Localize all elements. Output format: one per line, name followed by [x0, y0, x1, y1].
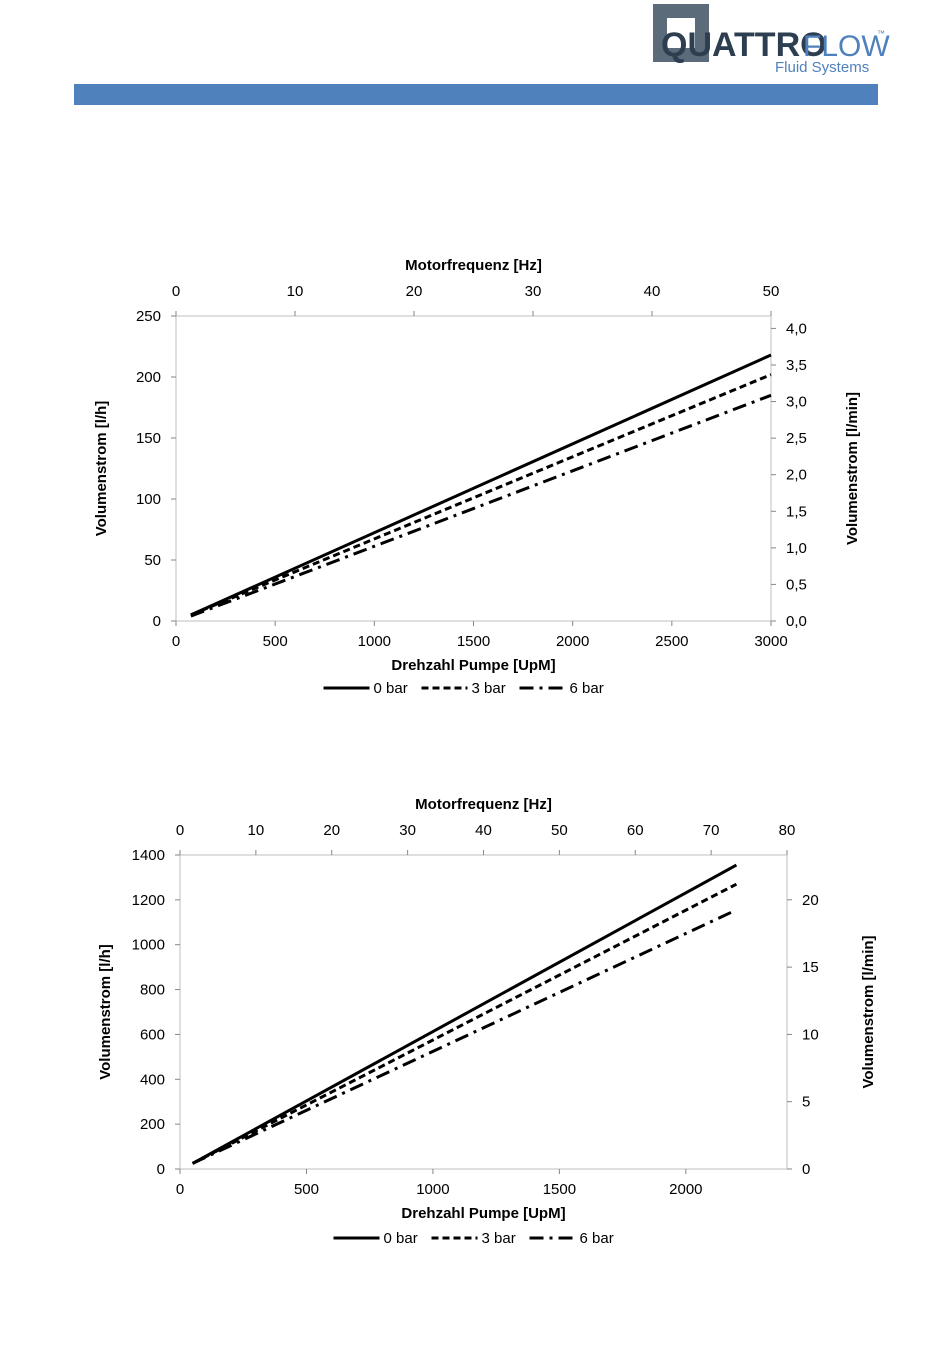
- y2-tick-label: 4,0: [786, 320, 807, 337]
- y2-tick-label: 3,0: [786, 394, 807, 411]
- x-top-tick-label: 40: [475, 822, 492, 839]
- x-top-tick-label: 10: [287, 283, 304, 300]
- y-tick-label: 100: [136, 491, 161, 508]
- x-tick-label: 2000: [556, 633, 589, 650]
- legend-label-1: 0 bar: [374, 680, 408, 697]
- y2-tick-label: 1,5: [786, 503, 807, 520]
- y2-tick-label: 2,5: [786, 430, 807, 447]
- x-axis-title: Drehzahl Pumpe [UpM]: [401, 1205, 565, 1222]
- y2-tick-label: 5: [802, 1094, 810, 1111]
- y2-tick-label: 10: [802, 1026, 819, 1043]
- x-tick-label: 500: [263, 633, 288, 650]
- x-top-axis-title: Motorfrequenz [Hz]: [405, 257, 542, 274]
- x-tick-label: 3000: [754, 633, 787, 650]
- y2-tick-label: 2,0: [786, 467, 807, 484]
- series-line-3: [191, 908, 738, 1165]
- logo-graphic: QUATTRO FLOW ™ Fluid Systems: [653, 4, 890, 76]
- y-tick-label: 800: [140, 982, 165, 999]
- x-top-tick-label: 60: [627, 822, 644, 839]
- logo-trademark: ™: [877, 29, 885, 38]
- x-top-axis-title: Motorfrequenz [Hz]: [415, 796, 552, 813]
- y2-axis-title: Volumenstrom [l/min]: [844, 392, 861, 545]
- logo-brand-light: FLOW: [803, 30, 890, 63]
- legend-label-2: 3 bar: [472, 680, 506, 697]
- y2-tick-label: 15: [802, 959, 819, 976]
- y2-axis-title: Volumenstrom [l/min]: [860, 935, 877, 1088]
- y2-tick-label: 0,0: [786, 613, 807, 630]
- legend-label-3: 6 bar: [570, 680, 604, 697]
- x-top-tick-label: 20: [323, 822, 340, 839]
- x-top-tick-label: 50: [551, 822, 568, 839]
- series-line-1: [190, 353, 772, 617]
- y-axis-title: Volumenstrom [l/h]: [97, 944, 114, 1080]
- series-line-2: [191, 882, 738, 1165]
- x-top-tick-label: 30: [525, 283, 542, 300]
- y-tick-label: 50: [144, 552, 161, 569]
- x-tick-label: 500: [294, 1181, 319, 1198]
- y-tick-label: 400: [140, 1071, 165, 1088]
- x-top-tick-label: 40: [644, 283, 661, 300]
- series-line-3: [190, 393, 772, 618]
- y-tick-label: 200: [140, 1116, 165, 1133]
- series-line-1: [191, 863, 738, 1165]
- x-top-tick-label: 30: [399, 822, 416, 839]
- y-tick-label: 200: [136, 369, 161, 386]
- y-axis-title: Volumenstrom [l/h]: [93, 401, 110, 537]
- x-top-tick-label: 70: [703, 822, 720, 839]
- y-tick-label: 150: [136, 430, 161, 447]
- y2-tick-label: 1,0: [786, 540, 807, 557]
- y2-tick-label: 3,5: [786, 357, 807, 374]
- y-tick-label: 1000: [132, 937, 165, 954]
- x-tick-label: 1000: [358, 633, 391, 650]
- x-tick-label: 1000: [416, 1181, 449, 1198]
- x-tick-label: 1500: [457, 633, 490, 650]
- legend-label-3: 6 bar: [580, 1230, 614, 1247]
- x-tick-label: 0: [172, 633, 180, 650]
- x-top-tick-label: 80: [779, 822, 796, 839]
- x-tick-label: 1500: [543, 1181, 576, 1198]
- x-axis-title: Drehzahl Pumpe [UpM]: [391, 657, 555, 674]
- x-tick-label: 2500: [655, 633, 688, 650]
- y2-tick-label: 20: [802, 892, 819, 909]
- x-top-tick-label: 20: [406, 283, 423, 300]
- x-tick-label: 0: [176, 1181, 184, 1198]
- series-line-2: [190, 373, 772, 617]
- legend-label-2: 3 bar: [482, 1230, 516, 1247]
- x-top-tick-label: 50: [763, 283, 780, 300]
- y-tick-label: 1200: [132, 892, 165, 909]
- x-top-tick-label: 0: [176, 822, 184, 839]
- plot-area: [175, 315, 772, 622]
- legend-label-1: 0 bar: [384, 1230, 418, 1247]
- y-tick-label: 0: [157, 1161, 165, 1178]
- logo-brand-bold: QUATTRO: [661, 26, 827, 64]
- x-top-tick-label: 10: [248, 822, 265, 839]
- quattroflow-logo: QUATTRO FLOW ™ Fluid Systems: [653, 4, 893, 78]
- y-tick-label: 1400: [132, 847, 165, 864]
- x-top-tick-label: 0: [172, 283, 180, 300]
- y2-tick-label: 0: [802, 1161, 810, 1178]
- y-tick-label: 250: [136, 308, 161, 325]
- y-tick-label: 0: [153, 613, 161, 630]
- y2-tick-label: 0,5: [786, 576, 807, 593]
- x-tick-label: 2000: [669, 1181, 702, 1198]
- logo-square-inner: [667, 18, 695, 48]
- logo-tagline: Fluid Systems: [775, 59, 869, 76]
- y-tick-label: 600: [140, 1026, 165, 1043]
- header-bar: [74, 84, 878, 105]
